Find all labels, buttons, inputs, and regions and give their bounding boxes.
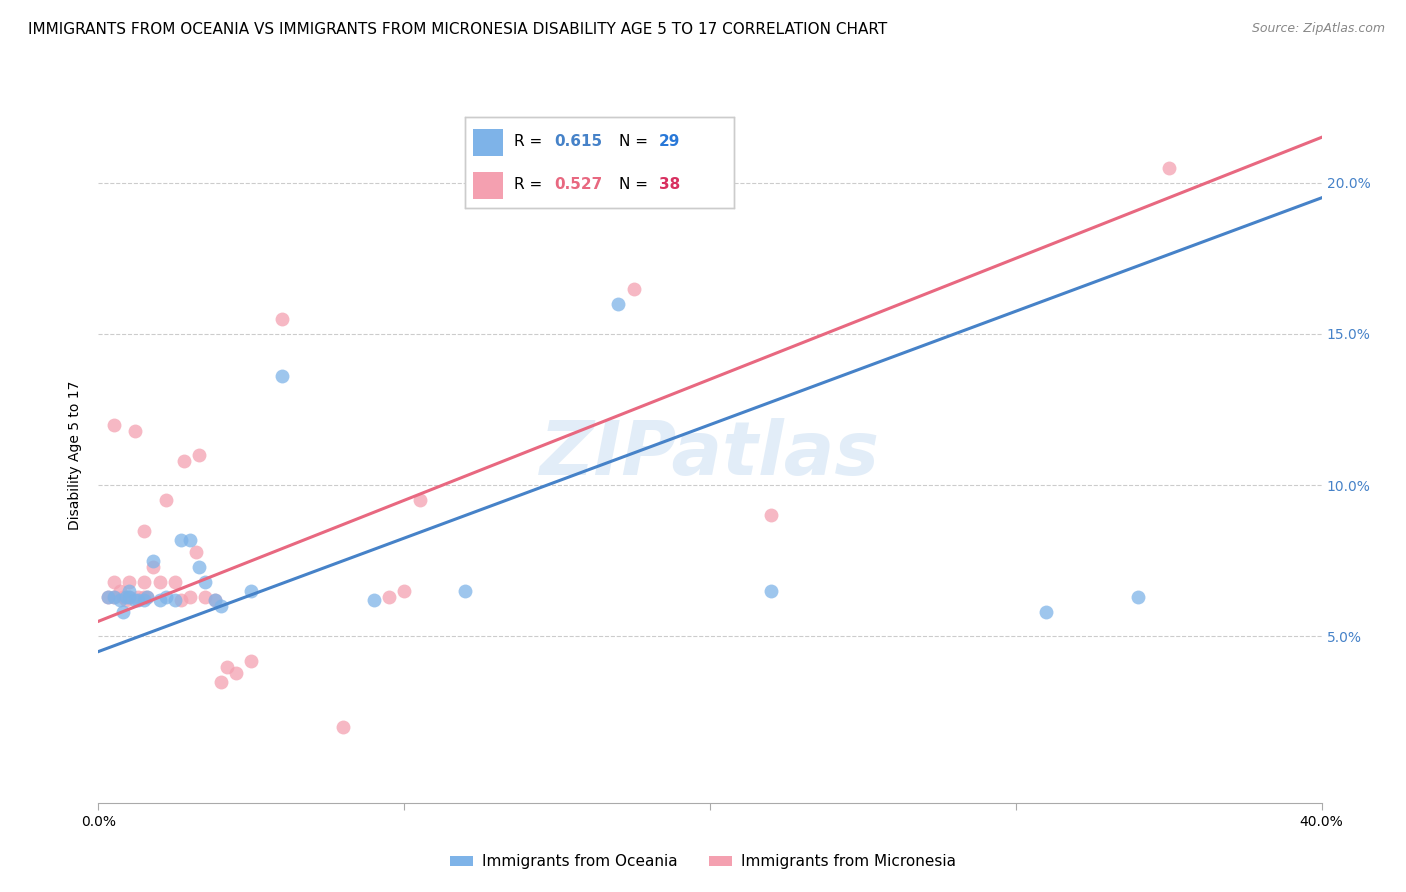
Point [270,311,292,326]
Point [270,369,292,384]
Text: IMMIGRANTS FROM OCEANIA VS IMMIGRANTS FROM MICRONESIA DISABILITY AGE 5 TO 17 COR: IMMIGRANTS FROM OCEANIA VS IMMIGRANTS FR… [28,22,887,37]
Point [124,593,146,607]
Point [1128,590,1150,604]
Point [127,590,149,604]
Point [188,559,211,574]
Point [225,665,247,680]
Point [759,584,782,599]
Point [179,533,201,547]
Point [103,590,125,604]
Point [115,590,138,604]
Point [607,296,630,310]
Point [142,559,165,574]
Point [108,584,131,599]
Point [209,674,232,689]
Point [186,545,208,559]
Point [194,590,217,604]
Point [163,574,186,589]
Point [134,574,156,589]
Point [134,590,156,604]
Point [149,593,172,607]
Point [115,593,138,607]
Point [118,590,141,604]
Point [97,590,120,604]
Y-axis label: Disability Age 5 to 17: Disability Age 5 to 17 [69,380,83,530]
Point [111,590,134,604]
Point [118,584,141,599]
Legend: Immigrants from Oceania, Immigrants from Micronesia: Immigrants from Oceania, Immigrants from… [444,848,962,875]
Point [108,593,131,607]
Point [103,590,125,604]
Point [134,524,156,538]
Point [378,590,401,604]
Point [204,593,226,607]
Point [136,590,159,604]
Point [173,454,195,468]
Point [454,584,477,599]
Point [759,508,782,523]
Point [363,593,385,607]
Point [392,584,416,599]
Point [103,417,125,432]
Point [194,574,217,589]
Point [170,593,193,607]
Point [1035,605,1057,619]
Text: Source: ZipAtlas.com: Source: ZipAtlas.com [1251,22,1385,36]
Point [623,281,645,295]
Point [332,720,354,734]
Point [134,593,156,607]
Point [155,590,177,604]
Point [209,599,232,614]
Point [408,493,430,508]
Point [215,659,238,673]
Text: ZIPatlas: ZIPatlas [540,418,880,491]
Point [118,590,141,604]
Point [97,590,120,604]
Point [118,574,141,589]
Point [1157,161,1180,175]
Point [124,424,146,438]
Point [170,533,193,547]
Point [127,593,149,607]
Point [136,590,159,604]
Point [240,654,263,668]
Point [142,554,165,568]
Point [179,590,201,604]
Point [163,593,186,607]
Point [149,574,172,589]
Point [188,448,211,462]
Point [111,605,134,619]
Point [103,574,125,589]
Point [204,593,226,607]
Point [155,493,177,508]
Point [240,584,263,599]
